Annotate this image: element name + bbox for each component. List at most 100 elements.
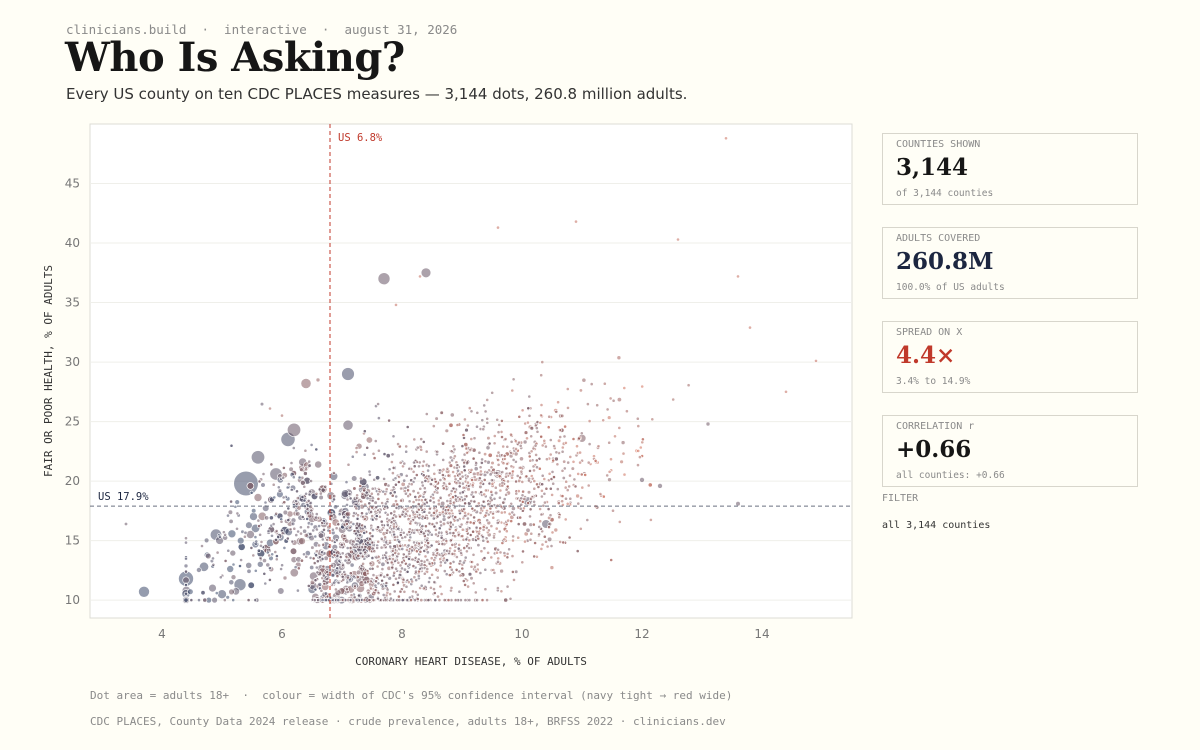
county-dot	[502, 497, 507, 502]
county-dot	[451, 495, 455, 500]
county-dot	[407, 499, 412, 504]
county-dot	[404, 449, 409, 454]
county-dot	[492, 434, 497, 438]
county-dot	[438, 557, 443, 562]
county-dot	[261, 472, 266, 476]
county-dot	[391, 434, 396, 439]
county-dot	[222, 598, 227, 603]
county-dot	[268, 406, 272, 411]
county-dot	[364, 490, 369, 495]
county-dot	[355, 569, 362, 576]
county-dot	[265, 562, 271, 568]
county-dot	[469, 467, 474, 472]
county-dot	[374, 575, 379, 580]
county-dot	[406, 543, 411, 548]
county-dot	[509, 464, 514, 469]
county-dot	[447, 460, 452, 465]
county-dot	[444, 572, 449, 577]
county-dots[interactable]	[124, 136, 818, 605]
county-dot	[345, 497, 350, 502]
county-dot	[467, 484, 471, 488]
filter-value[interactable]: all 3,144 counties	[882, 520, 991, 531]
county-dot	[490, 390, 495, 395]
county-dot	[562, 459, 567, 464]
county-dot	[460, 444, 465, 449]
county-dot	[437, 598, 442, 603]
x-tick-label: 14	[754, 627, 769, 641]
county-dot	[353, 549, 358, 554]
county-dot	[341, 367, 355, 381]
county-dot	[273, 550, 278, 554]
county-dot	[447, 493, 452, 498]
county-dot	[138, 585, 150, 598]
scatter-chart[interactable]: 10 15 20 25 30 35 40 45 4 6 8 10 12 14 US 6.8% US 17…	[0, 0, 870, 680]
county-dot	[295, 588, 300, 593]
county-dot	[368, 561, 373, 566]
county-dot	[464, 446, 469, 451]
county-dot	[528, 537, 533, 542]
county-dot	[578, 460, 583, 465]
county-dot	[563, 424, 568, 429]
county-dot	[314, 491, 319, 496]
county-dot	[462, 507, 467, 511]
county-dot	[500, 435, 504, 439]
county-dot	[438, 519, 443, 524]
county-dot	[580, 485, 585, 490]
county-dot	[320, 521, 325, 525]
county-dot	[405, 425, 410, 429]
county-dot	[184, 556, 188, 561]
county-dot	[385, 453, 391, 459]
y-tick-label: 40	[65, 236, 80, 250]
county-dot	[226, 565, 234, 573]
county-dot	[473, 466, 479, 472]
county-dot	[402, 478, 407, 483]
county-dot	[469, 437, 474, 441]
county-dot	[493, 485, 498, 490]
county-dot	[465, 423, 470, 428]
county-dot	[414, 473, 419, 477]
county-dot	[657, 483, 663, 489]
county-dot	[454, 567, 459, 572]
county-dot	[229, 499, 234, 504]
county-dot	[563, 517, 568, 522]
county-dot	[505, 461, 510, 466]
county-dot	[288, 466, 294, 472]
county-dot	[418, 549, 423, 554]
county-dot	[360, 554, 365, 559]
county-dot	[303, 471, 308, 476]
county-dot	[448, 520, 453, 525]
county-dot	[471, 521, 476, 526]
county-dot	[354, 542, 359, 547]
county-dot	[521, 489, 526, 494]
county-dot	[504, 487, 509, 492]
county-dot	[539, 434, 544, 439]
county-dot	[502, 456, 507, 461]
county-dot	[299, 467, 304, 472]
county-dot	[339, 518, 344, 523]
county-dot	[314, 460, 323, 469]
county-dot	[184, 540, 188, 545]
county-dot	[470, 506, 475, 511]
county-dot	[385, 522, 390, 527]
county-dot	[359, 499, 364, 504]
county-dot	[394, 576, 398, 581]
county-dot	[403, 507, 408, 512]
county-dot	[407, 538, 412, 543]
county-dot	[449, 412, 455, 418]
y-tick-label: 20	[65, 474, 80, 488]
county-dot	[507, 547, 512, 552]
county-dot	[520, 499, 525, 504]
footer-note: Dot area = adults 18+ · colour = width o…	[90, 689, 733, 702]
county-dot	[426, 468, 431, 473]
county-dot	[377, 272, 391, 286]
county-dot	[472, 436, 477, 441]
county-dot	[521, 549, 525, 554]
county-dot	[499, 589, 504, 594]
county-dot	[463, 583, 468, 587]
county-dot	[531, 522, 536, 527]
county-dot	[457, 497, 462, 502]
county-dot	[328, 517, 333, 521]
county-dot	[404, 473, 409, 478]
county-dot	[282, 500, 287, 505]
county-dot	[500, 483, 505, 488]
